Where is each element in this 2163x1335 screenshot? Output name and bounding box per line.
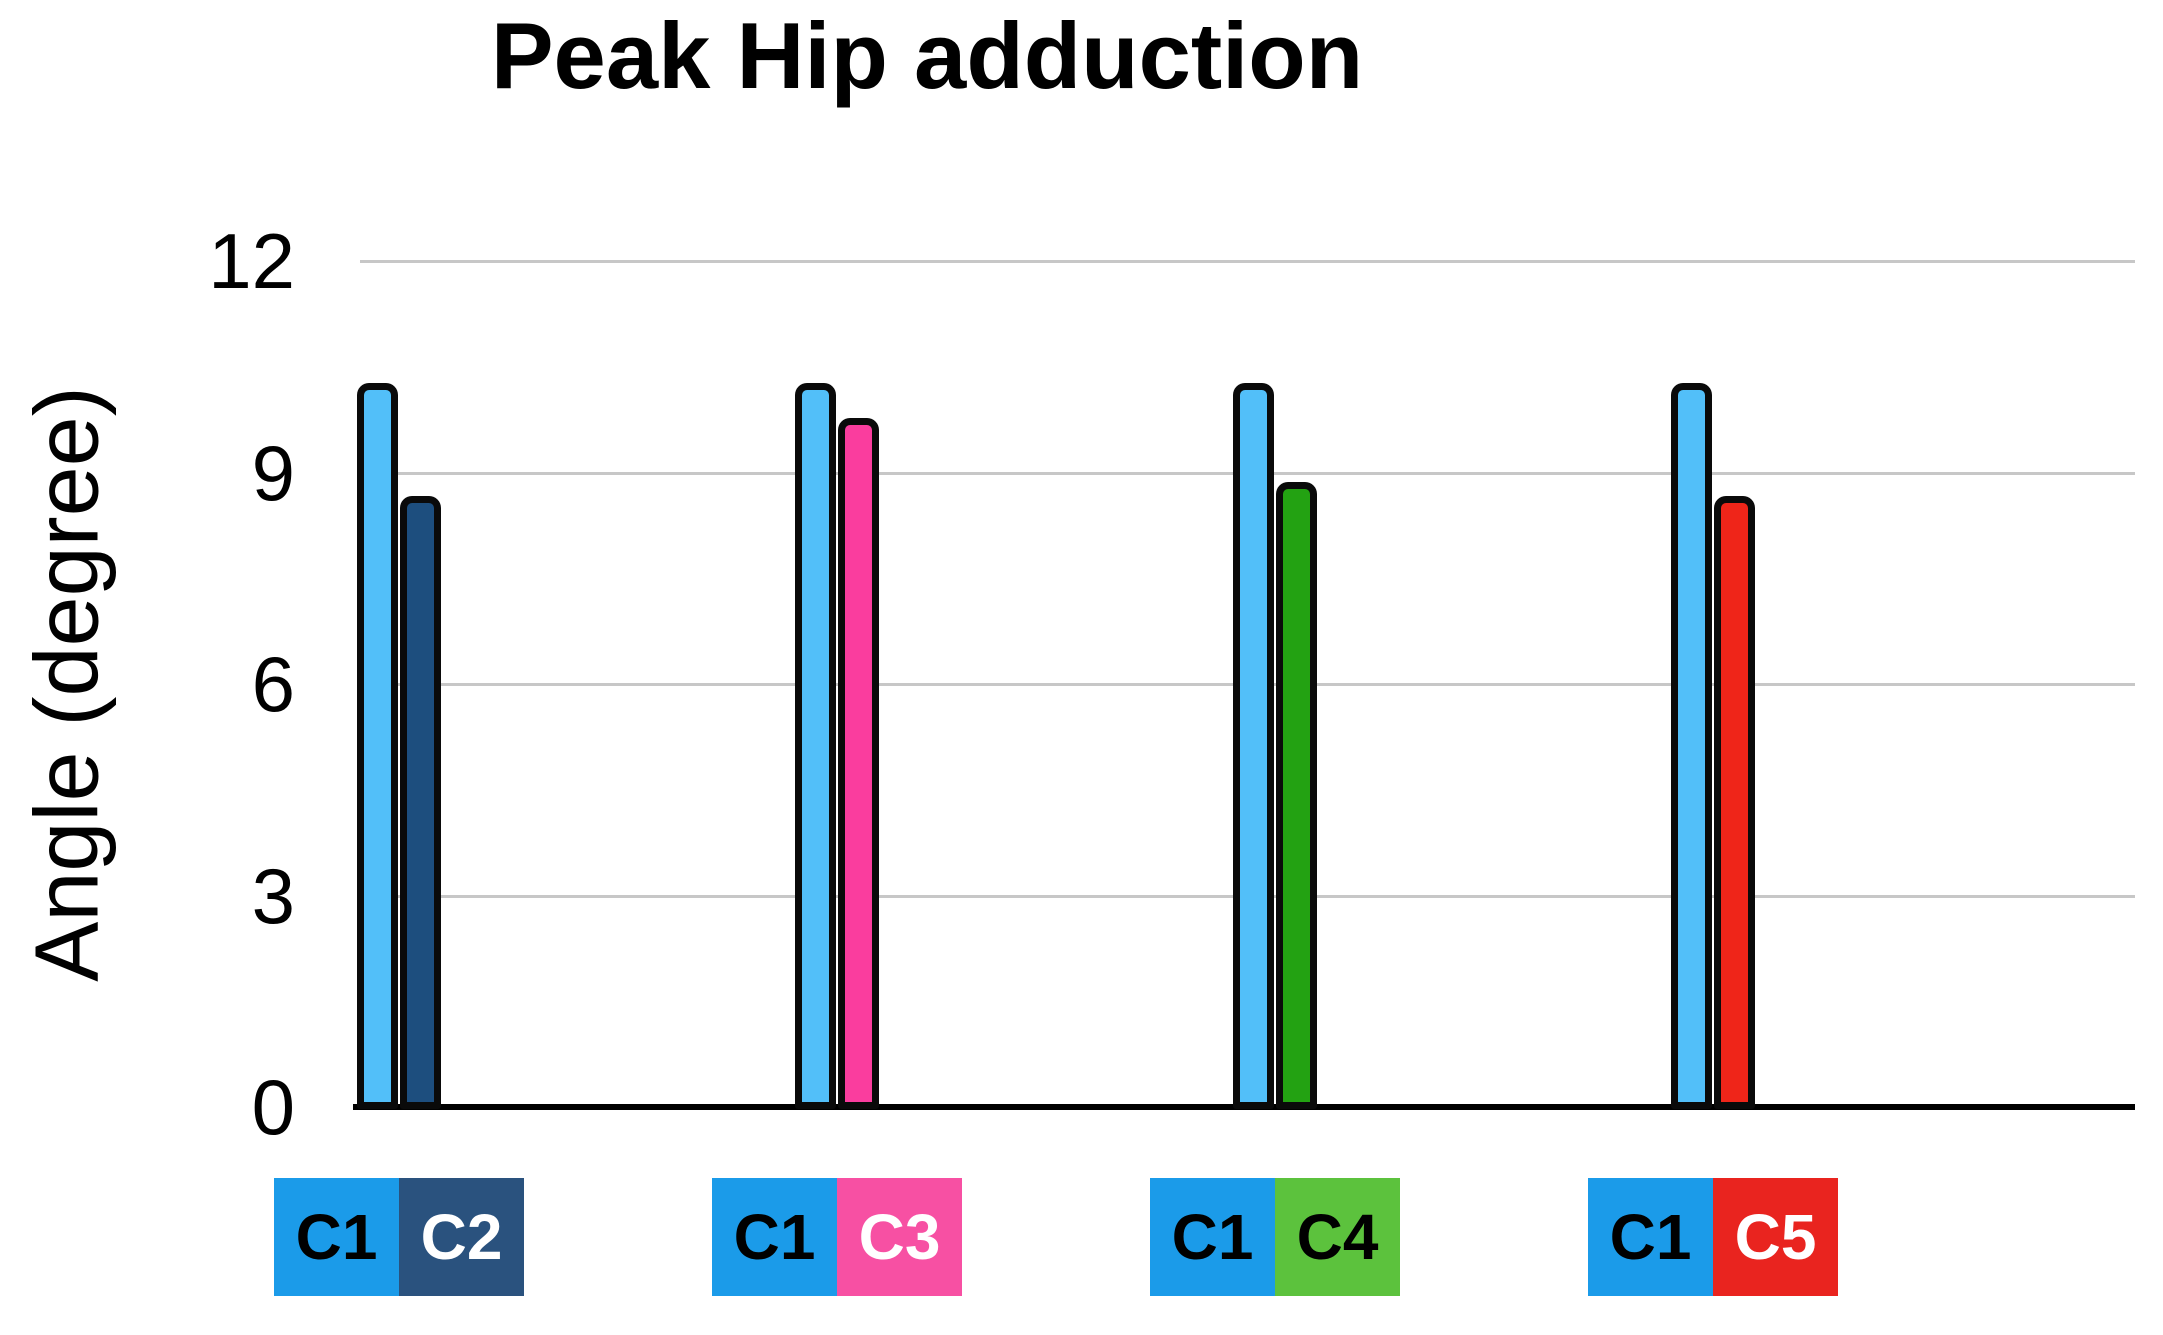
legend-c1: C1 — [712, 1178, 837, 1296]
legend-c1: C1 — [274, 1178, 399, 1296]
legend-pair-group4: C1 C5 — [1588, 1178, 1838, 1296]
y-tick-label-6: 6 — [251, 640, 295, 728]
legend-c5: C5 — [1713, 1178, 1838, 1296]
legend-c3: C3 — [837, 1178, 962, 1296]
bar-c1-group1 — [357, 383, 398, 1109]
bar-c1-group4 — [1671, 383, 1712, 1109]
legend-c2: C2 — [399, 1178, 524, 1296]
bar-c1-group2 — [795, 383, 836, 1109]
legend-pair-group2: C1 C3 — [712, 1178, 962, 1296]
bar-c5-group4 — [1714, 496, 1755, 1109]
bar-c3-group2 — [838, 418, 879, 1109]
legend-c4: C4 — [1275, 1178, 1400, 1296]
legend-pair-group1: C1 C2 — [274, 1178, 524, 1296]
legend-pair-group3: C1 C4 — [1150, 1178, 1400, 1296]
bar-c4-group3 — [1276, 482, 1317, 1109]
chart-title: Peak Hip adduction — [490, 3, 1364, 108]
y-tick-label-9: 9 — [251, 428, 295, 517]
y-tick-label-0: 0 — [251, 1063, 295, 1151]
gridline-12 — [360, 260, 2135, 263]
y-tick-label-12: 12 — [208, 217, 295, 305]
legend-c1: C1 — [1588, 1178, 1713, 1296]
y-tick-label-3: 3 — [251, 851, 295, 940]
bar-c2-group1 — [400, 496, 441, 1109]
bar-c1-group3 — [1233, 383, 1274, 1109]
legend-c1: C1 — [1150, 1178, 1275, 1296]
